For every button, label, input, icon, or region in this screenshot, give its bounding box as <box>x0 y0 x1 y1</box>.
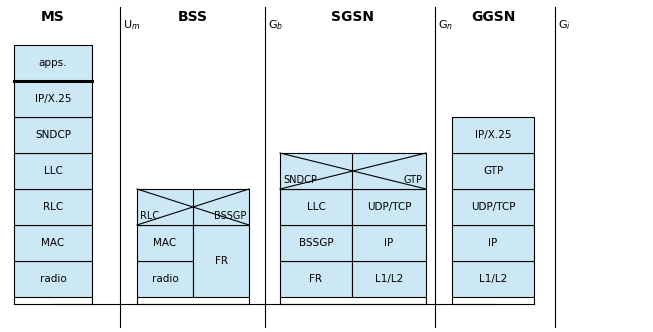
Text: BSS: BSS <box>178 10 208 24</box>
Bar <box>14 81 92 117</box>
Text: RLC: RLC <box>140 211 159 221</box>
Text: G$_i$: G$_i$ <box>558 18 571 32</box>
Text: BSSGP: BSSGP <box>214 211 246 221</box>
Bar <box>452 117 534 153</box>
Bar <box>14 153 92 189</box>
Text: SNDCP: SNDCP <box>283 175 317 185</box>
Text: IP/X.25: IP/X.25 <box>35 94 71 104</box>
Bar <box>137 225 193 261</box>
Text: UDP/TCP: UDP/TCP <box>471 202 515 212</box>
Text: GGSN: GGSN <box>471 10 515 24</box>
Bar <box>352 225 426 261</box>
Bar <box>280 225 352 261</box>
Text: radio: radio <box>40 274 67 284</box>
Bar <box>280 189 352 225</box>
Text: BSSGP: BSSGP <box>298 238 333 248</box>
Text: radio: radio <box>151 274 178 284</box>
Bar <box>14 261 92 297</box>
Text: GTP: GTP <box>404 175 423 185</box>
Text: G$_b$: G$_b$ <box>268 18 283 32</box>
Bar <box>452 261 534 297</box>
Bar <box>352 189 426 225</box>
Bar <box>14 45 92 81</box>
Text: IP: IP <box>488 238 498 248</box>
Text: UDP/TCP: UDP/TCP <box>367 202 411 212</box>
Text: FR: FR <box>214 256 227 266</box>
Text: G$_n$: G$_n$ <box>438 18 453 32</box>
Text: RLC: RLC <box>43 202 63 212</box>
Text: L1/L2: L1/L2 <box>479 274 507 284</box>
Text: U$_m$: U$_m$ <box>123 18 140 32</box>
Text: apps.: apps. <box>39 58 67 68</box>
Bar <box>137 261 193 297</box>
Bar <box>452 225 534 261</box>
Text: IP/X.25: IP/X.25 <box>475 130 511 140</box>
Bar <box>452 189 534 225</box>
Bar <box>14 189 92 225</box>
Bar <box>352 261 426 297</box>
Text: LLC: LLC <box>44 166 63 176</box>
Text: SNDCP: SNDCP <box>35 130 71 140</box>
Bar <box>137 189 249 225</box>
Text: IP: IP <box>385 238 394 248</box>
Text: LLC: LLC <box>306 202 325 212</box>
Bar <box>193 225 249 297</box>
Text: FR: FR <box>310 274 323 284</box>
Bar <box>452 153 534 189</box>
Text: MAC: MAC <box>41 238 65 248</box>
Text: SGSN: SGSN <box>332 10 375 24</box>
Bar <box>280 153 426 189</box>
Text: MAC: MAC <box>153 238 176 248</box>
Text: MS: MS <box>41 10 65 24</box>
Bar <box>14 225 92 261</box>
Text: L1/L2: L1/L2 <box>375 274 403 284</box>
Bar <box>280 261 352 297</box>
Text: GTP: GTP <box>483 166 503 176</box>
Bar <box>14 117 92 153</box>
